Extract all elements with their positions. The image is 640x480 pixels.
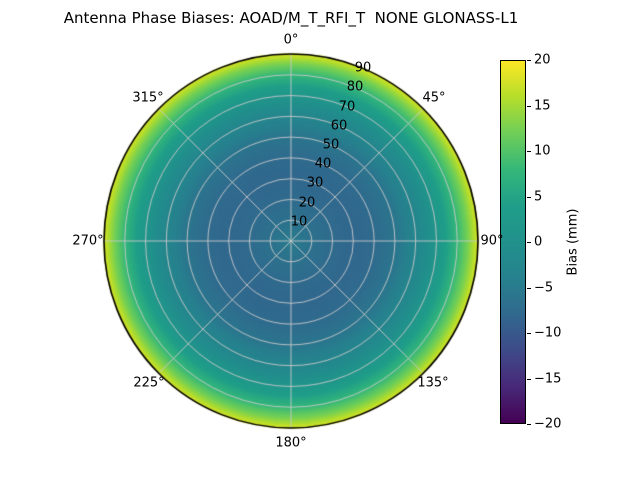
colorbar-tickmark <box>527 242 531 243</box>
theta-tick-225: 225° <box>133 375 165 391</box>
r-tick-60: 60 <box>330 118 348 134</box>
colorbar-tick-0: 0 <box>534 234 543 250</box>
theta-tick-315: 315° <box>132 90 164 106</box>
colorbar-tick-10: 10 <box>534 143 551 159</box>
theta-tick-135: 135° <box>417 375 449 391</box>
colorbar-tickmark <box>527 60 531 61</box>
colorbar-tick-15: 15 <box>534 98 551 114</box>
colorbar-tick-5: 5 <box>534 189 543 205</box>
colorbar <box>500 60 526 424</box>
colorbar-tick-n20: −20 <box>534 416 562 432</box>
colorbar-tick-20: 20 <box>534 52 551 68</box>
theta-tick-180: 180° <box>275 435 307 451</box>
r-tick-40: 40 <box>314 156 332 172</box>
colorbar-tick-n10: −10 <box>534 325 562 341</box>
r-tick-10: 10 <box>290 214 308 230</box>
r-tick-30: 30 <box>306 175 324 191</box>
theta-tick-0: 0° <box>283 32 299 48</box>
theta-tick-90: 90° <box>480 233 504 249</box>
r-tick-20: 20 <box>298 195 316 211</box>
colorbar-tickmark <box>527 379 531 380</box>
colorbar-tickmark <box>527 333 531 334</box>
colorbar-tick-n15: −15 <box>534 371 562 387</box>
theta-tick-45: 45° <box>422 90 446 106</box>
colorbar-tick-n5: −5 <box>534 280 554 296</box>
colorbar-tickmark <box>527 424 531 425</box>
r-tick-90: 90 <box>354 60 372 76</box>
r-tick-50: 50 <box>322 137 340 153</box>
colorbar-tickmark <box>527 151 531 152</box>
colorbar-tickmark <box>527 288 531 289</box>
r-tick-80: 80 <box>346 79 364 95</box>
r-tick-70: 70 <box>338 99 356 115</box>
colorbar-tickmark <box>527 106 531 107</box>
colorbar-tickmark <box>527 197 531 198</box>
theta-tick-270: 270° <box>72 233 104 249</box>
chart-title: Antenna Phase Biases: AOAD/M_T_RFI_T NON… <box>63 9 519 27</box>
colorbar-axis-label: Bias (mm) <box>565 208 581 276</box>
